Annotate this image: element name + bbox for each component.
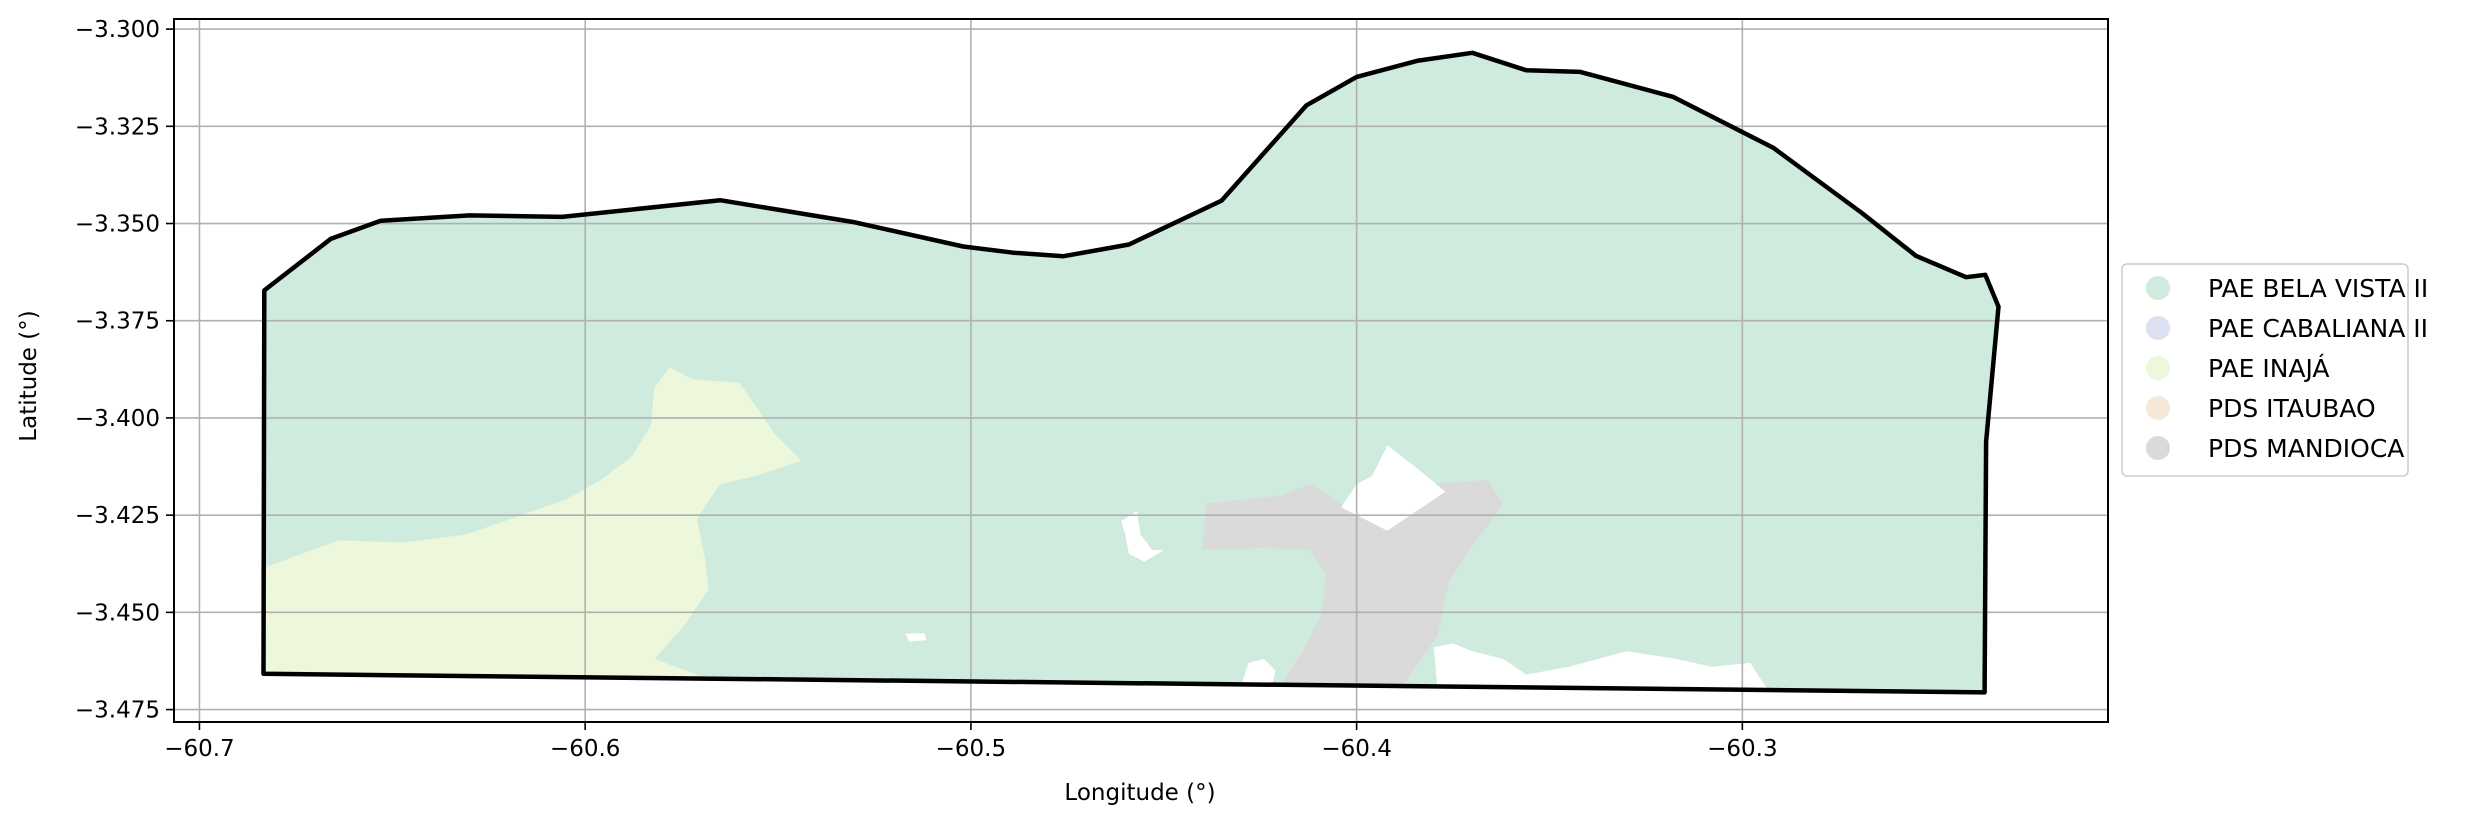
- legend-label-2: PAE INAJÁ: [2208, 354, 2330, 383]
- legend-box: [2121, 263, 2409, 477]
- x-tick-label-0: −60.7: [164, 736, 234, 762]
- legend-label-3: PDS ITAUBAO: [2208, 394, 2376, 423]
- x-tick-label-2: −60.5: [936, 736, 1006, 762]
- region-gap-4: [1240, 659, 1276, 687]
- x-axis-label: Longitude (°): [1064, 780, 1215, 806]
- region-gap-1: [1341, 445, 1446, 531]
- region-pds-mandioca: [1202, 480, 1504, 687]
- x-tick-label-4: −60.3: [1707, 736, 1777, 762]
- grid-lines: [174, 19, 2108, 722]
- region-gap-2: [1121, 511, 1164, 562]
- y-tick-label-4: −3.400: [75, 406, 160, 432]
- legend-label-4: PDS MANDIOCA: [2208, 434, 2404, 463]
- region-fills: [263, 52, 1999, 693]
- y-tick-label-3: −3.375: [75, 309, 160, 335]
- plot-frame: [173, 18, 2109, 723]
- y-tick-label-2: −3.350: [75, 212, 160, 238]
- axis-ticks: −60.7 −60.6 −60.5 −60.4 −60.3 −3.300 −3.325 −3.…: [75, 17, 1778, 762]
- y-tick-label-7: −3.475: [75, 698, 160, 724]
- y-tick-label-0: −3.300: [75, 17, 160, 43]
- legend-label-1: PAE CABALIANA II: [2208, 314, 2428, 343]
- legend-marker-2: [2146, 356, 2170, 380]
- legend-label-0: PAE BELA VISTA II: [2208, 274, 2428, 303]
- y-axis-label: Latitude (°): [16, 310, 42, 441]
- region-gap-3: [905, 633, 927, 642]
- boundary-outline: [261, 50, 2001, 695]
- legend-marker-0: [2146, 276, 2170, 300]
- boundary-line: [261, 50, 2001, 695]
- region-gap-5: [1433, 643, 1770, 693]
- x-tick-label-3: −60.4: [1321, 736, 1391, 762]
- y-tick-label-1: −3.325: [75, 114, 160, 140]
- y-tick-label-5: −3.425: [75, 503, 160, 529]
- region-pae-inaj-: [263, 367, 802, 677]
- y-tick-label-6: −3.450: [75, 600, 160, 626]
- legend: PAE BELA VISTA II PAE CABALIANA II PAE INA…: [2121, 263, 2428, 477]
- legend-marker-4: [2146, 436, 2170, 460]
- legend-marker-1: [2146, 316, 2170, 340]
- legend-marker-3: [2146, 396, 2170, 420]
- x-tick-label-1: −60.6: [550, 736, 620, 762]
